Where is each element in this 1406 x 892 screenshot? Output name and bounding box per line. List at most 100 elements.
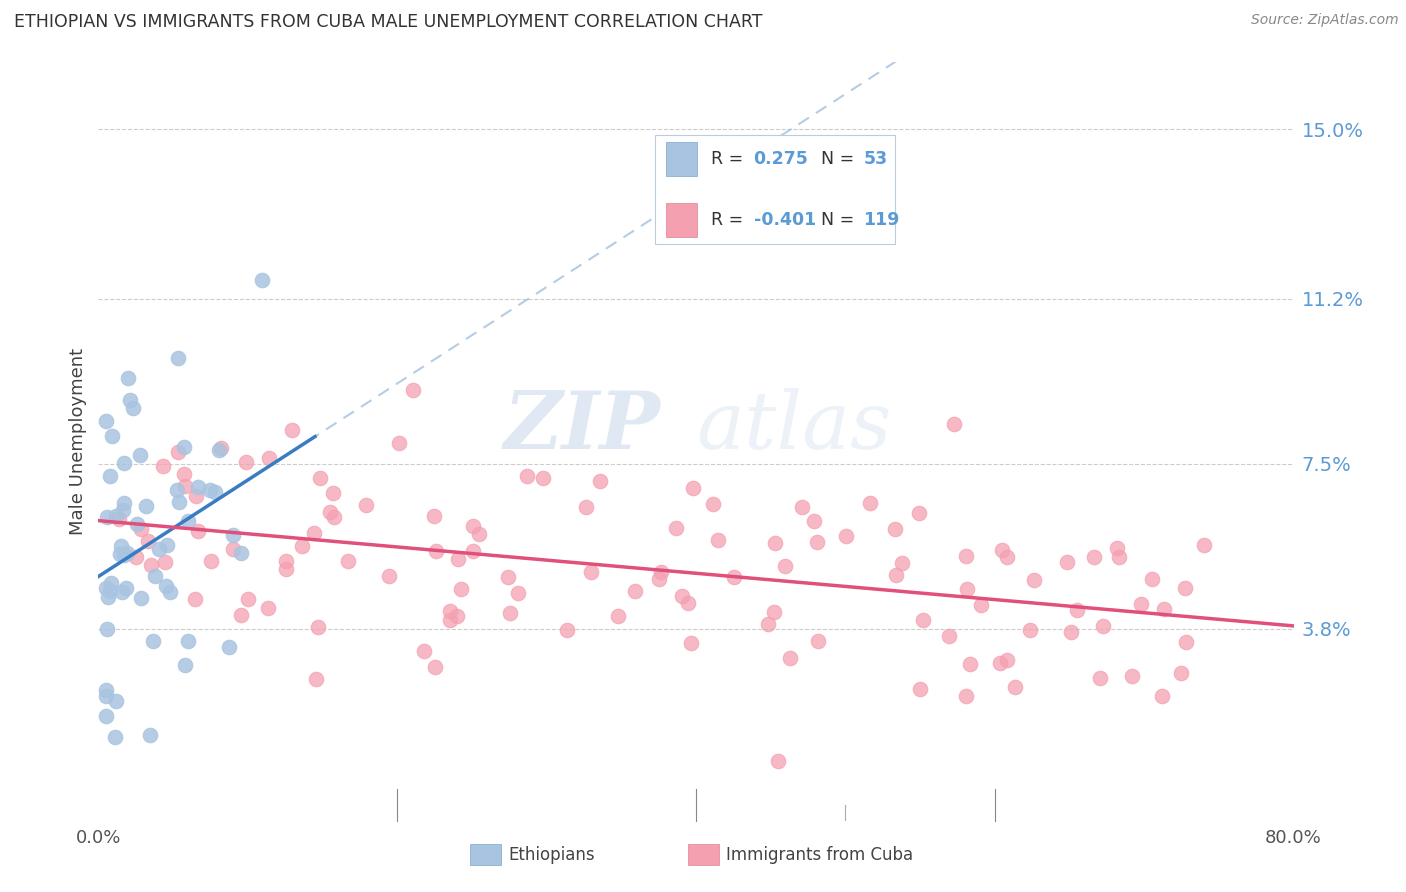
Point — [308, 471, 330, 485]
Point — [105, 508, 128, 523]
Point — [166, 483, 188, 498]
Point — [167, 494, 190, 508]
Text: N =: N = — [821, 150, 860, 168]
Point — [97, 591, 120, 605]
Point — [648, 572, 671, 586]
Point — [152, 458, 174, 473]
Point — [110, 539, 132, 553]
Text: 0.275: 0.275 — [754, 150, 808, 168]
Point — [723, 570, 745, 584]
Point — [498, 606, 520, 620]
Point — [911, 613, 934, 627]
Point — [101, 429, 124, 443]
Point — [117, 546, 139, 560]
Point — [884, 568, 907, 582]
Point — [702, 497, 724, 511]
Point — [1152, 689, 1174, 703]
Point — [148, 541, 170, 556]
Point — [970, 598, 993, 612]
Point — [678, 596, 700, 610]
Point — [256, 600, 278, 615]
Point — [117, 371, 139, 385]
Point — [304, 525, 326, 540]
Point — [108, 511, 131, 525]
Point — [274, 561, 297, 575]
Point — [111, 584, 134, 599]
Point — [112, 456, 135, 470]
Text: 119: 119 — [863, 211, 900, 229]
Point — [319, 505, 342, 519]
Text: ETHIOPIAN VS IMMIGRANTS FROM CUBA MALE UNEMPLOYMENT CORRELATION CHART: ETHIOPIAN VS IMMIGRANTS FROM CUBA MALE U… — [14, 13, 762, 31]
Text: N =: N = — [821, 211, 860, 229]
Point — [167, 351, 190, 366]
Point — [173, 440, 195, 454]
Point — [1153, 602, 1175, 616]
Point — [100, 584, 122, 599]
Point — [143, 569, 166, 583]
Point — [322, 486, 344, 500]
Point — [650, 565, 672, 579]
Point — [238, 591, 260, 606]
Point — [125, 550, 148, 565]
Point — [756, 617, 779, 632]
Point — [425, 660, 447, 674]
Point — [218, 640, 240, 654]
Point — [166, 445, 188, 459]
Point — [187, 480, 209, 494]
Point — [447, 552, 470, 566]
Point — [1018, 624, 1040, 638]
Point — [250, 273, 273, 287]
Point — [461, 544, 484, 558]
Point — [115, 581, 138, 595]
Point — [159, 585, 181, 599]
Point — [121, 401, 143, 415]
Point — [120, 392, 142, 407]
Point — [1108, 549, 1130, 564]
Point — [173, 658, 195, 673]
Point — [943, 417, 966, 431]
Point — [807, 634, 830, 648]
Point — [773, 558, 796, 573]
Point — [1121, 669, 1143, 683]
Point — [413, 643, 436, 657]
Point — [280, 423, 302, 437]
Point — [1194, 538, 1216, 552]
Point — [1174, 634, 1197, 648]
Point — [104, 730, 127, 744]
Point — [155, 538, 177, 552]
Point — [606, 609, 628, 624]
Point — [516, 468, 538, 483]
Point — [1004, 681, 1026, 695]
Text: Source: ZipAtlas.com: Source: ZipAtlas.com — [1251, 13, 1399, 28]
Point — [806, 535, 828, 549]
Point — [496, 570, 519, 584]
Point — [94, 581, 117, 595]
Point — [763, 536, 786, 550]
Point — [141, 558, 163, 573]
Point — [222, 528, 245, 542]
Point — [446, 609, 468, 624]
Point — [988, 657, 1011, 671]
Point — [177, 514, 200, 528]
Point — [1174, 581, 1197, 595]
Point — [94, 682, 117, 697]
Point — [763, 606, 786, 620]
Point — [766, 754, 789, 768]
Point — [461, 519, 484, 533]
Point — [890, 556, 912, 570]
Point — [111, 502, 134, 516]
Point — [153, 555, 176, 569]
Text: ZIP: ZIP — [503, 388, 661, 465]
Point — [422, 509, 444, 524]
Point — [1091, 619, 1114, 633]
Text: 53: 53 — [863, 150, 887, 168]
Point — [323, 510, 346, 524]
Point — [96, 622, 118, 636]
Point — [231, 607, 253, 622]
Point — [307, 620, 329, 634]
Point — [402, 383, 425, 397]
Point — [682, 481, 704, 495]
Point — [706, 533, 728, 547]
Point — [136, 533, 159, 548]
Point — [589, 474, 612, 488]
